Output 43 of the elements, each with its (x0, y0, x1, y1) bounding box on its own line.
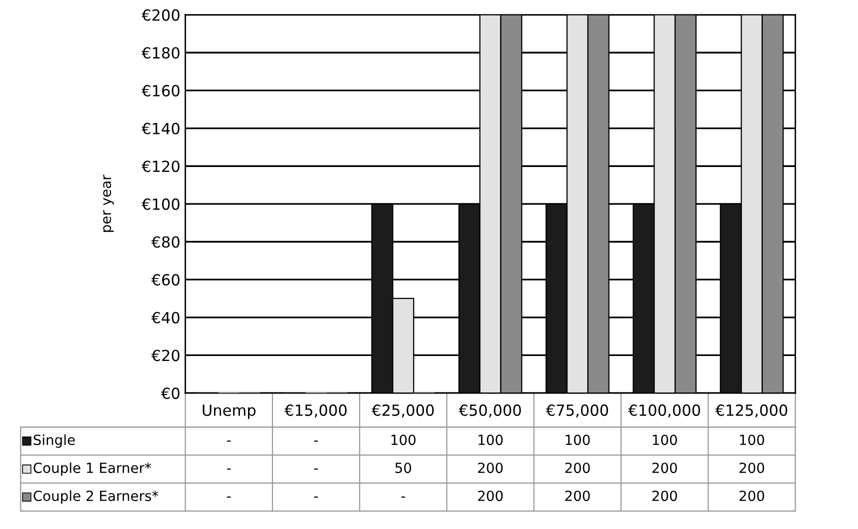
y-tick-label: €80 (151, 236, 180, 248)
data-label: - (227, 440, 231, 442)
data-label: 100 (478, 434, 503, 446)
legend-label: Couple 2 Earners* (34, 490, 158, 504)
data-label: 200 (478, 490, 503, 502)
data-label: - (227, 496, 231, 498)
data-label: - (314, 468, 318, 470)
y-tick-label: €120 (142, 160, 180, 172)
y-tick-label: €100 (142, 198, 180, 210)
data-label: 200 (478, 462, 503, 474)
y-tick-label: €40 (151, 312, 180, 324)
y-tick-label: €0 (161, 388, 180, 400)
data-label: - (401, 496, 406, 498)
x-tick-label: €15,000 (284, 404, 347, 418)
data-label: 100 (391, 434, 416, 446)
data-label: - (227, 468, 231, 470)
y-tick-label: €160 (142, 84, 180, 96)
data-label: 200 (652, 490, 677, 502)
data-label: 200 (565, 462, 590, 474)
data-label: 50 (395, 462, 412, 474)
data-label: 200 (565, 490, 590, 502)
y-tick-label: €200 (142, 9, 180, 21)
y-tick-label: €140 (142, 122, 180, 134)
x-tick-label: €50,000 (458, 404, 521, 418)
x-tick-label: Unemp (202, 404, 256, 419)
x-tick-label: €75,000 (546, 404, 608, 418)
data-label: 100 (740, 434, 764, 446)
y-axis-title: per year (103, 174, 114, 232)
x-tick-label: €125,000 (715, 404, 788, 418)
data-label: 100 (652, 434, 677, 446)
data-label: 200 (740, 490, 764, 502)
legend-label: Single (34, 434, 75, 448)
data-label: - (314, 440, 318, 442)
y-tick-label: €60 (151, 274, 180, 286)
data-label: - (314, 496, 318, 498)
data-label: 200 (740, 462, 764, 474)
legend-label: Couple 1 Earner* (34, 462, 152, 476)
x-tick-label: €100,000 (628, 404, 700, 418)
x-tick-label: €25,000 (372, 404, 434, 418)
data-label: 200 (652, 462, 677, 474)
y-tick-label: €180 (142, 47, 180, 59)
data-label: 100 (566, 434, 590, 446)
y-tick-label: €20 (151, 350, 180, 362)
